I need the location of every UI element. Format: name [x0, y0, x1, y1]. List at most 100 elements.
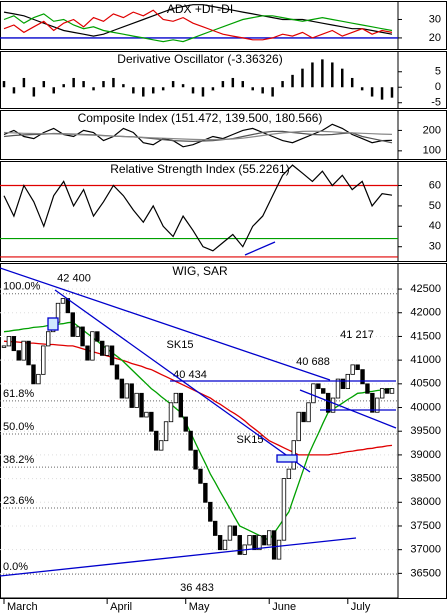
candle: [227, 525, 233, 541]
price-annotation: 41 217: [340, 329, 374, 341]
candle: [6, 336, 12, 347]
series-line: [3, 123, 393, 148]
candle: [104, 345, 110, 356]
fib-label: 61.8%: [3, 388, 34, 400]
candle: [340, 378, 346, 389]
candle: [1, 345, 7, 348]
trend-lines: [0, 241, 397, 577]
candle: [389, 388, 395, 394]
candle: [163, 421, 169, 442]
y-tick-label: 100: [423, 145, 441, 157]
candle: [46, 331, 51, 347]
candle: [281, 478, 287, 541]
candle: [85, 345, 90, 361]
candle: [21, 340, 26, 361]
candle: [350, 364, 355, 375]
candle: [384, 388, 390, 394]
series-line: [3, 9, 393, 41]
candle: [16, 350, 21, 361]
candle: [335, 378, 341, 399]
candle: [41, 345, 46, 375]
price-annotation: 40 434: [173, 369, 207, 381]
candle: [276, 539, 282, 560]
candle: [80, 326, 85, 347]
candle: [247, 535, 252, 546]
candle: [188, 430, 193, 451]
candle: [252, 535, 257, 551]
series-line: [3, 130, 393, 141]
y-tick-label: 5: [435, 66, 441, 78]
sk-label: SK15: [167, 339, 194, 351]
candle: [330, 397, 336, 413]
candle: [198, 468, 203, 484]
candle: [168, 402, 174, 423]
y-tick-label: 37000: [410, 544, 441, 556]
candle: [173, 392, 179, 404]
candle: [124, 383, 129, 399]
candle: [365, 383, 370, 394]
y-tick-label: 20: [429, 32, 441, 44]
candle: [90, 331, 95, 361]
y-tick-label: -5: [431, 97, 441, 109]
x-tick-label: July: [351, 601, 371, 613]
candle: [95, 331, 100, 342]
candle: [379, 388, 385, 399]
trend-line: [299, 389, 397, 429]
series-line: [3, 164, 393, 252]
y-tick-label: 42500: [410, 283, 441, 295]
candle: [217, 535, 223, 551]
candle: [109, 345, 115, 366]
y-tick-label: 39000: [410, 449, 441, 461]
candle: [316, 383, 321, 389]
x-tick-label: March: [7, 601, 38, 613]
candle: [154, 430, 159, 451]
candle: [208, 501, 213, 522]
series-line: [3, 4, 393, 37]
panel-title: ADX +DI -DI: [167, 2, 233, 16]
candle: [375, 397, 380, 413]
y-tick-label: 39500: [410, 425, 441, 437]
candle: [237, 535, 242, 555]
candle: [232, 525, 238, 536]
candle: [129, 383, 134, 408]
y-tick-label: 37500: [410, 520, 441, 532]
candle: [26, 340, 31, 366]
sk-label: SK15: [237, 434, 264, 446]
candle: [60, 298, 66, 304]
y-tick-label: 40: [429, 220, 441, 232]
marker-box: [276, 454, 298, 463]
y-tick-label: 38500: [410, 473, 441, 485]
x-tick-label: April: [110, 601, 132, 613]
candle: [149, 411, 154, 432]
candle: [222, 539, 228, 551]
candle: [360, 369, 365, 385]
candle: [257, 535, 262, 551]
y-tick-label: 41500: [410, 330, 441, 342]
trend-line: [0, 537, 357, 577]
trend-line: [244, 241, 276, 256]
fib-label: 0.0%: [3, 561, 28, 573]
fib-label: 100.0%: [3, 281, 41, 293]
candle: [158, 440, 164, 451]
candle: [119, 378, 125, 399]
candle: [70, 312, 75, 337]
candle: [36, 373, 41, 385]
candle: [114, 364, 120, 380]
price-annotation: 42 400: [57, 273, 91, 285]
candle: [193, 449, 198, 470]
y-tick-label: 60: [429, 179, 441, 191]
y-tick-label: 40500: [410, 378, 441, 390]
trend-line: [0, 267, 331, 381]
candle: [355, 364, 360, 371]
candle: [31, 364, 36, 385]
candle: [75, 326, 80, 337]
candle: [178, 392, 184, 418]
candle: [311, 383, 316, 404]
x-tick-label: June: [272, 601, 296, 613]
marker-box: [47, 317, 59, 331]
candle: [296, 411, 301, 442]
candle: [144, 411, 149, 418]
series-line: [3, 321, 393, 542]
